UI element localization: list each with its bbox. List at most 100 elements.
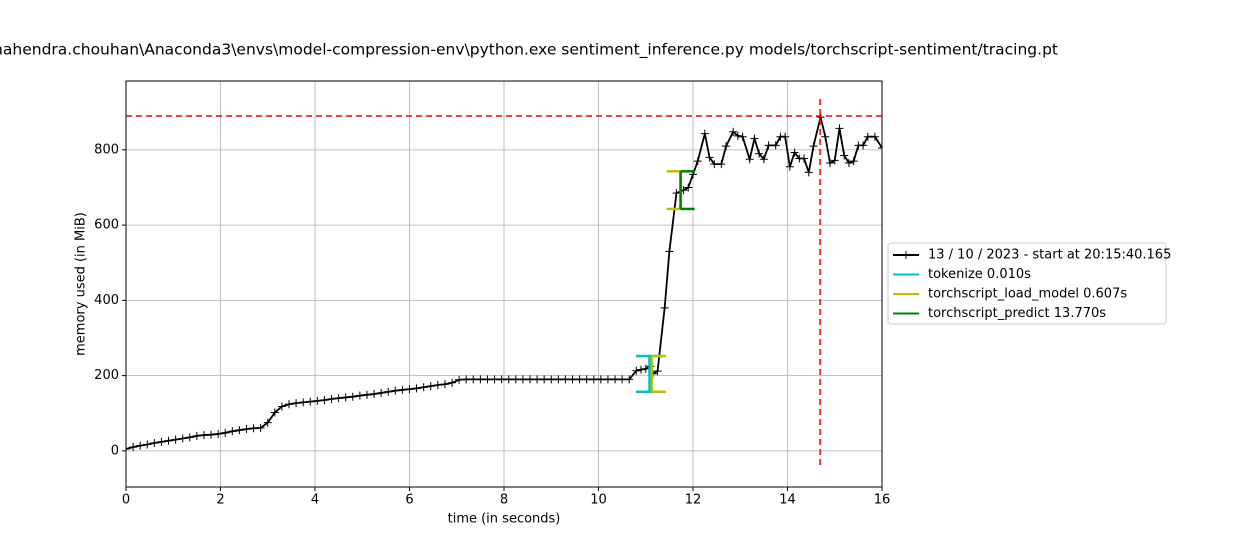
- point-marker: [729, 127, 738, 136]
- point-marker: [483, 375, 492, 384]
- point-marker: [448, 378, 457, 387]
- grid: [125, 81, 883, 487]
- point-marker: [263, 418, 272, 427]
- point-marker: [235, 426, 244, 435]
- point-marker: [334, 394, 343, 403]
- point-marker: [738, 132, 747, 141]
- point-marker: [327, 394, 336, 403]
- point-marker: [722, 142, 731, 151]
- point-marker: [185, 433, 194, 442]
- point-marker: [490, 375, 499, 384]
- legend-label: torchscript_load_model 0.607s: [928, 287, 1127, 302]
- point-marker: [412, 384, 421, 393]
- point-marker: [511, 375, 520, 384]
- point-marker: [684, 183, 693, 192]
- point-marker: [878, 143, 882, 152]
- point-marker: [835, 124, 844, 133]
- point-marker: [306, 397, 315, 406]
- point-marker: [653, 367, 662, 376]
- point-marker: [665, 247, 674, 256]
- point-marker: [785, 162, 794, 171]
- point-marker: [214, 429, 223, 438]
- y-tick-label: 200: [94, 368, 119, 383]
- point-marker: [150, 438, 159, 447]
- point-marker: [582, 375, 591, 384]
- x-tick-label: 16: [874, 493, 891, 508]
- point-marker: [384, 387, 393, 396]
- point-marker: [249, 424, 258, 433]
- x-tick-label: 6: [405, 493, 413, 508]
- legend-label: tokenize 0.010s: [928, 267, 1031, 282]
- point-marker: [256, 423, 265, 432]
- y-tick-label: 600: [94, 218, 119, 233]
- y-tick-label: 400: [94, 293, 119, 308]
- point-marker: [377, 388, 386, 397]
- point-marker: [596, 375, 605, 384]
- point-marker: [804, 168, 813, 177]
- point-marker: [313, 396, 322, 405]
- legend-box: [887, 242, 1167, 325]
- x-tick-label: 4: [311, 493, 319, 508]
- point-marker: [826, 159, 835, 168]
- point-marker: [221, 428, 230, 437]
- x-tick-label: 12: [685, 493, 702, 508]
- chart-title: rs\mahendra.chouhan\Anaconda3\envs\model…: [0, 41, 1058, 60]
- point-marker: [440, 380, 449, 389]
- point-marker: [533, 375, 542, 384]
- point-marker: [840, 151, 849, 160]
- point-marker: [660, 303, 669, 312]
- point-marker: [299, 398, 308, 407]
- point-marker: [398, 385, 407, 394]
- point-marker: [419, 383, 428, 392]
- point-marker: [759, 155, 768, 164]
- point-marker: [821, 132, 830, 141]
- x-tick-label: 0: [122, 493, 130, 508]
- point-marker: [171, 435, 180, 444]
- point-marker: [129, 443, 138, 452]
- point-marker: [199, 431, 208, 440]
- point-marker: [292, 399, 301, 408]
- point-marker: [693, 157, 702, 166]
- point-marker: [733, 131, 742, 140]
- legend-label: 13 / 10 / 2023 - start at 20:15:40.165: [928, 248, 1171, 263]
- point-marker: [136, 441, 145, 450]
- point-marker: [320, 396, 329, 405]
- point-marker: [561, 375, 570, 384]
- point-marker: [830, 156, 839, 165]
- point-marker: [844, 159, 853, 168]
- legend-label: torchscript_predict 13.770s: [928, 306, 1106, 321]
- point-marker: [710, 160, 719, 169]
- point-marker: [755, 149, 764, 158]
- y-axis-label: memory used (in MiB): [74, 212, 89, 356]
- point-marker: [589, 375, 598, 384]
- point-marker: [745, 155, 754, 164]
- point-marker: [525, 375, 534, 384]
- point-marker: [632, 366, 641, 375]
- y-tick-label: 0: [111, 443, 119, 458]
- point-marker: [277, 402, 286, 411]
- x-tick-label: 2: [216, 493, 224, 508]
- point-marker: [705, 153, 714, 162]
- point-marker: [426, 382, 435, 391]
- point-marker: [870, 132, 879, 141]
- point-marker: [859, 141, 868, 150]
- point-marker: [672, 189, 681, 198]
- legend: 13 / 10 / 2023 - start at 20:15:40.165 to…: [887, 242, 1171, 325]
- point-marker: [455, 375, 464, 384]
- point-marker: [547, 375, 556, 384]
- plot-area: [126, 99, 882, 467]
- point-marker: [370, 390, 379, 399]
- point-marker: [790, 148, 799, 157]
- x-tick-label: 8: [500, 493, 508, 508]
- point-marker: [809, 142, 818, 151]
- point-marker: [637, 365, 646, 374]
- point-marker: [618, 375, 627, 384]
- point-marker: [143, 440, 152, 449]
- point-marker: [603, 375, 612, 384]
- point-marker: [497, 375, 506, 384]
- x-axis-label: time (in seconds): [448, 512, 561, 527]
- point-marker: [228, 427, 237, 436]
- point-marker: [764, 141, 773, 150]
- point-marker: [625, 375, 634, 384]
- point-marker: [242, 425, 251, 434]
